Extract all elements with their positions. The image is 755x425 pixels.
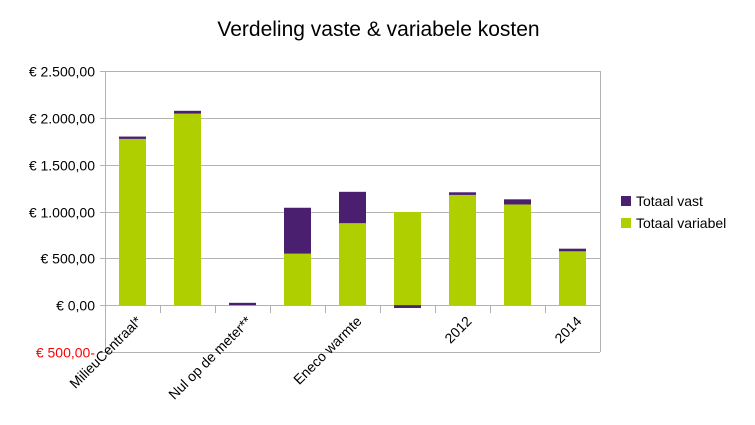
x-category-label: 2014 <box>551 313 584 346</box>
bar-segment <box>174 113 201 306</box>
y-tick-label: € 1.000,00 <box>29 205 95 221</box>
bar-segment <box>339 191 366 224</box>
bar-segment <box>559 251 586 306</box>
y-tick-label: € 0,00 <box>56 298 95 314</box>
bar-segment <box>449 194 476 306</box>
legend: Totaal vast Totaal variabel <box>621 191 726 235</box>
bar-segment <box>284 207 311 254</box>
y-tick-label: € 500,00 <box>41 251 96 267</box>
y-tick-label: € 1.500,00 <box>29 158 95 174</box>
legend-item-variabel: Totaal variabel <box>621 213 726 233</box>
x-category-label: Nul op de meter** <box>165 313 255 403</box>
legend-label-variabel: Totaal variabel <box>636 215 727 231</box>
bar-segment <box>394 211 421 306</box>
chart-title-text: Verdeling vaste & variabele kosten <box>217 18 540 41</box>
legend-swatch-variabel <box>621 218 631 228</box>
x-category-label: 2012 <box>441 313 474 346</box>
y-tick-label: € 2.500,00 <box>29 64 95 80</box>
bar-segment <box>229 302 256 306</box>
legend-item-vast: Totaal vast <box>621 191 726 211</box>
y-tick-label: € 2.000,00 <box>29 111 95 127</box>
bar-segment <box>504 199 531 205</box>
y-tick-label: € 500,00- <box>36 345 95 361</box>
bar-segment <box>174 110 201 114</box>
chart-title: Verdeling vaste & variabele kosten <box>0 18 755 42</box>
x-category-label: Eneco warmte <box>290 313 365 388</box>
bar-segment <box>504 204 531 306</box>
bar-segment <box>339 223 366 306</box>
legend-label-vast: Totaal vast <box>636 193 703 209</box>
legend-swatch-vast <box>621 196 631 206</box>
bar-segment <box>449 192 476 195</box>
bar-segment <box>559 248 586 252</box>
bar-segment <box>284 253 311 306</box>
bar-segment <box>119 136 146 139</box>
bar-segment <box>119 138 146 306</box>
bar-segment <box>394 305 421 308</box>
